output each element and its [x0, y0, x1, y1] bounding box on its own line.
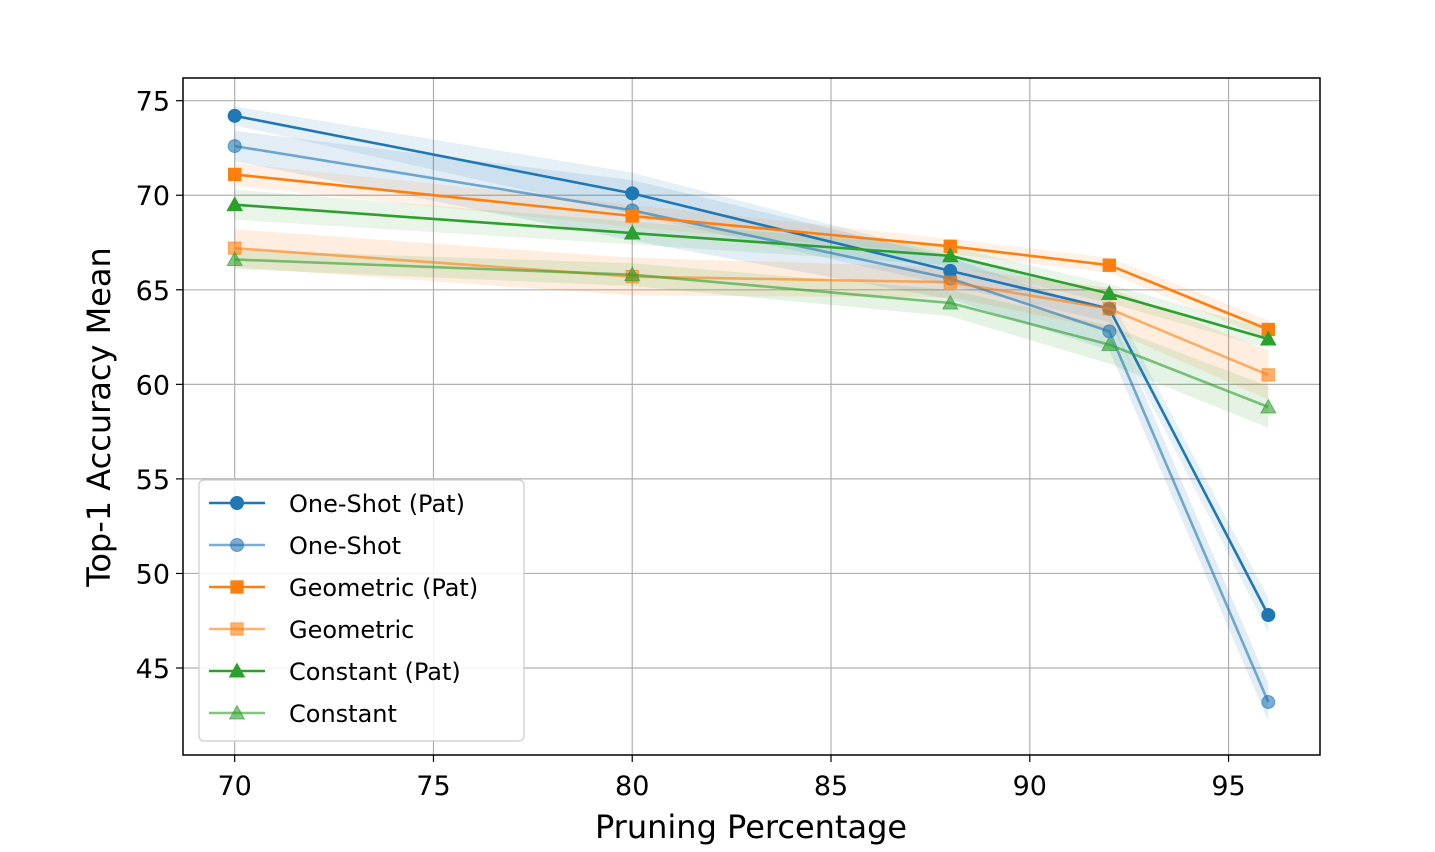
y-tick-label: 55 [136, 465, 170, 496]
legend-label: Geometric [289, 616, 414, 644]
x-tick-label: 90 [1013, 771, 1047, 802]
legend-label: Constant [289, 700, 397, 728]
geometric-pat-band [234, 163, 1269, 339]
legend-marker [228, 662, 246, 678]
legend-marker [230, 496, 244, 510]
legend-entry-constant-pat: Constant (Pat) [209, 658, 461, 686]
y-tick-label: 75 [136, 87, 170, 118]
x-tick-label: 95 [1211, 771, 1245, 802]
legend-label: Constant (Pat) [289, 658, 461, 686]
geometric-point [1261, 368, 1275, 382]
y-tick-label: 60 [136, 370, 170, 401]
constant-pat-point [1100, 285, 1118, 301]
geometric-pat-point [1102, 258, 1116, 272]
legend: One-Shot (Pat) One-Shot Geometric (Pat) Geo… [198, 479, 525, 742]
y-axis-label: Top-1 Accuracy Mean [80, 247, 118, 588]
legend-entry-geometric-pat: Geometric (Pat) [209, 574, 478, 602]
constant-pat-point [623, 224, 641, 240]
x-tick-label: 80 [615, 771, 649, 802]
geometric-point [1102, 302, 1116, 316]
constant-point [226, 251, 244, 267]
constant-point [1100, 336, 1118, 352]
x-axis-label: Pruning Percentage [595, 808, 907, 846]
legend-label: One-Shot (Pat) [289, 490, 465, 518]
legend-entry-one-shot-pat: One-Shot (Pat) [209, 490, 465, 518]
geometric-pat-point [625, 209, 639, 223]
legend-marker [228, 704, 246, 720]
data-series [226, 108, 1277, 710]
one-shot-band [234, 130, 1269, 721]
constant-pat-point [941, 247, 959, 263]
one-shot-pat-band [234, 106, 1269, 633]
legend-label: One-Shot [289, 532, 401, 560]
y-tick-label: 65 [136, 276, 170, 307]
legend-label: Geometric (Pat) [289, 574, 478, 602]
constant-pat-band [234, 189, 1269, 349]
geometric-pat-series [228, 167, 1275, 337]
one-shot-pat-point [227, 108, 242, 123]
one-shot-pat-point [1261, 608, 1276, 623]
constant-pat-point [1259, 330, 1277, 346]
one-shot-point [227, 139, 242, 154]
y-tick-label: 45 [136, 654, 170, 685]
legend-entry-constant: Constant [209, 700, 397, 728]
y-tick-label: 50 [136, 559, 170, 590]
axis-ticks: 70 75 80 85 90 95 45 50 55 60 65 70 75 [136, 87, 1246, 802]
plot-frame [182, 77, 1321, 756]
legend-marker [230, 538, 244, 552]
constant-pat-point [226, 196, 244, 212]
legend-entry-geometric: Geometric [209, 616, 414, 644]
y-tick-label: 70 [136, 181, 170, 212]
legend-entry-one-shot: One-Shot [209, 532, 401, 560]
x-tick-label: 70 [218, 771, 252, 802]
constant-point [623, 266, 641, 282]
legend-box [198, 479, 525, 742]
constant-series [226, 251, 1277, 414]
one-shot-point [1102, 324, 1117, 339]
legend-marker [230, 622, 244, 636]
one-shot-pat-point [625, 186, 640, 201]
constant-point [1259, 398, 1277, 414]
x-tick-label: 75 [416, 771, 450, 802]
x-tick-label: 85 [814, 771, 848, 802]
legend-marker [230, 580, 244, 594]
geometric-band [234, 229, 1269, 400]
geometric-point [943, 275, 957, 289]
constant-point [941, 294, 959, 310]
constant-pat-series [226, 196, 1277, 346]
geometric-pat-point [228, 167, 242, 182]
one-shot-point [1261, 695, 1276, 710]
